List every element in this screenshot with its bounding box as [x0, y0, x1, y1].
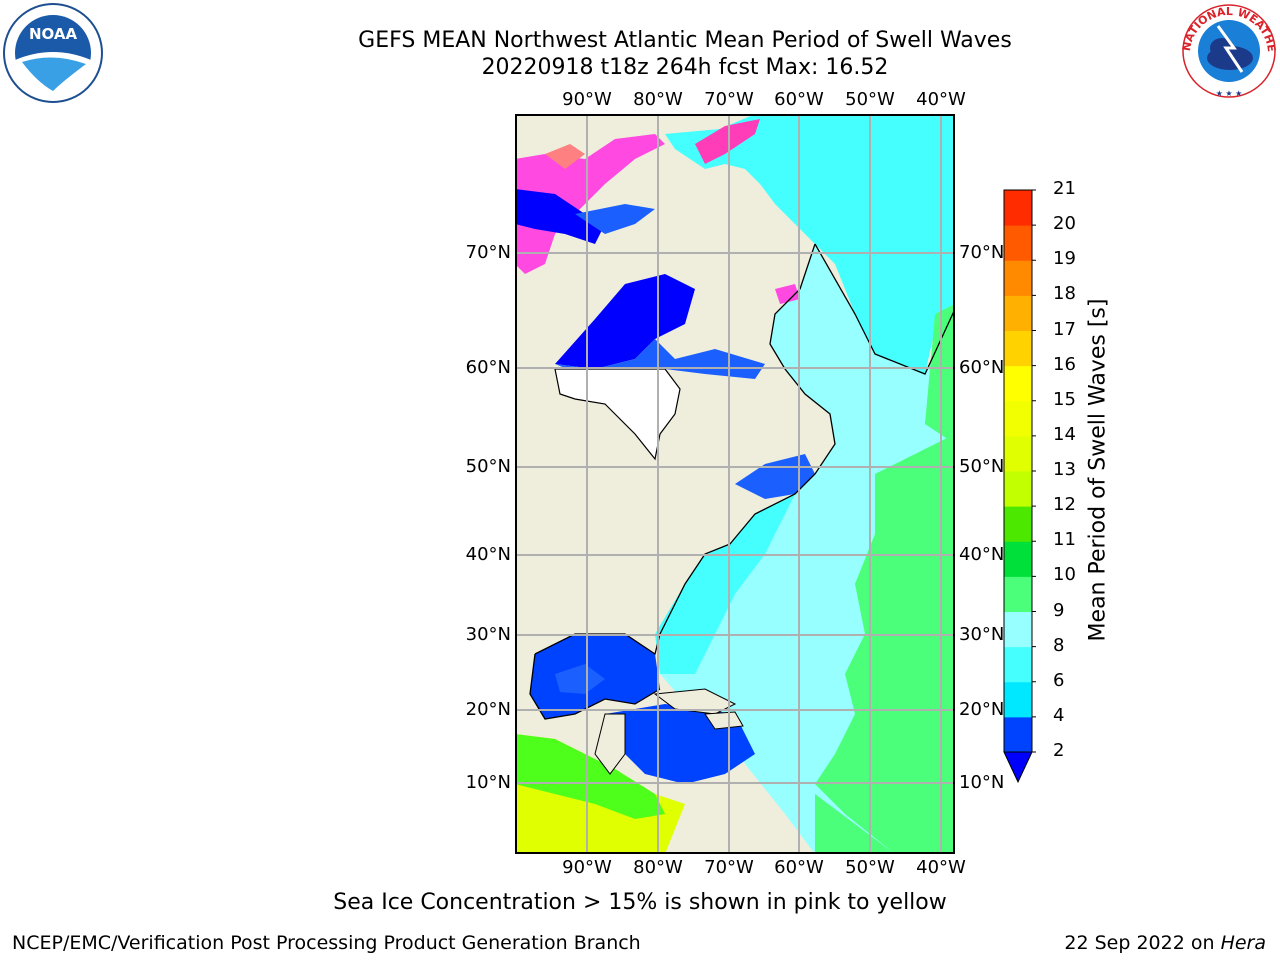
colorbar-tick-label: 11 — [1053, 529, 1076, 551]
lon-label-top: 70°W — [704, 89, 754, 110]
lat-label-left: 40°N — [465, 544, 511, 565]
footer-date-text: 22 Sep 2022 on — [1064, 932, 1221, 954]
colorbar-tick-label: 20 — [1053, 213, 1076, 235]
colorbar-bin — [1004, 541, 1032, 577]
lat-label-left: 20°N — [465, 699, 511, 720]
map-panel — [515, 114, 955, 854]
sea-ice-caption: Sea Ice Concentration > 15% is shown in … — [333, 890, 947, 915]
lon-label-top: 60°W — [774, 89, 824, 110]
colorbar-bin — [1004, 716, 1032, 753]
coastal-swell — [655, 494, 795, 674]
colorbar-bin — [1004, 646, 1032, 683]
colorbar-bin — [1004, 400, 1032, 437]
central-america-land — [594, 713, 626, 775]
colorbar — [1003, 189, 1036, 784]
colorbar-tick-label: 10 — [1053, 564, 1076, 586]
noaa-logo: NOAA — [3, 3, 103, 103]
lon-label-top: 90°W — [562, 89, 612, 110]
chart-title: GEFS MEAN Northwest Atlantic Mean Period… — [358, 28, 1012, 53]
colorbar-bin — [1004, 681, 1032, 718]
long-period-swell-patch — [815, 794, 895, 854]
colorbar-under-arrow — [1003, 751, 1033, 784]
colorbar-tick-label: 12 — [1053, 494, 1076, 516]
hispaniola-island — [704, 711, 744, 730]
colorbar-tick-label: 18 — [1053, 283, 1076, 305]
colorbar-label: Mean Period of Swell Waves [s] — [1085, 298, 1111, 642]
sea-ice — [775, 284, 800, 304]
colorbar-tick-label: 2 — [1053, 740, 1065, 761]
lat-label-right: 60°N — [959, 357, 1005, 378]
lon-label-bottom: 60°W — [774, 857, 824, 878]
long-period-swell-patch — [815, 434, 955, 854]
arctic-channel-swell — [515, 189, 605, 244]
colorbar-bin — [1004, 330, 1032, 367]
nws-logo: NATIONAL WEATHER SERVICE ★ ★ ★ — [1178, 2, 1278, 98]
sea-ice — [695, 119, 760, 164]
gulf-coastline — [529, 653, 661, 720]
colorbar-bin — [1004, 365, 1032, 402]
lon-label-bottom: 70°W — [704, 857, 754, 878]
lat-label-right: 10°N — [959, 772, 1005, 793]
footer-date: 22 Sep 2022 on Hera — [1064, 932, 1266, 954]
colorbar-tick-label: 8 — [1053, 634, 1065, 656]
lon-label-top: 40°W — [916, 89, 966, 110]
lon-label-bottom: 80°W — [633, 857, 683, 878]
colorbar-bin — [1004, 295, 1032, 331]
colorbar-tick-label: 15 — [1053, 388, 1076, 410]
svg-text:★ ★ ★: ★ ★ ★ — [1216, 89, 1243, 98]
colorbar-bin — [1004, 190, 1032, 226]
lon-label-top: 50°W — [845, 89, 895, 110]
chart-subtitle: 20220918 t18z 264h fcst Max: 16.52 — [481, 55, 889, 80]
noaa-logo-text: NOAA — [29, 25, 78, 43]
colorbar-bin — [1004, 506, 1032, 542]
colorbar-tick-label: 16 — [1053, 353, 1076, 375]
lat-label-left: 10°N — [465, 772, 511, 793]
arctic-channel-swell — [575, 204, 655, 234]
lat-label-left: 30°N — [465, 624, 511, 645]
lon-label-bottom: 50°W — [845, 857, 895, 878]
sea-ice — [545, 144, 585, 169]
lon-label-bottom: 90°W — [562, 857, 612, 878]
colorbar-tick-label: 17 — [1053, 318, 1076, 340]
arctic-channel-swell — [665, 114, 955, 374]
colorbar-bin — [1004, 435, 1032, 472]
hudson-bay-swell — [555, 274, 695, 369]
lat-label-right: 30°N — [959, 624, 1005, 645]
colorbar-bin — [1004, 471, 1032, 507]
colorbar-bin — [1004, 576, 1032, 612]
greenland-coastline — [814, 243, 955, 375]
colorbar-tick-label: 14 — [1053, 423, 1076, 445]
graticule — [515, 114, 955, 854]
lat-label-right: 50°N — [959, 456, 1005, 477]
gulf-inner-swell — [555, 664, 605, 694]
colorbar-tick-label: 4 — [1053, 704, 1065, 726]
footer-host: Hera — [1220, 932, 1266, 954]
lat-label-right: 40°N — [959, 544, 1005, 565]
lon-label-top: 80°W — [633, 89, 683, 110]
lat-label-left: 50°N — [465, 456, 511, 477]
lat-label-left: 60°N — [465, 357, 511, 378]
map-frame — [515, 114, 955, 854]
colorbar-tick-label: 6 — [1053, 669, 1065, 691]
colorbar-bin — [1004, 611, 1032, 648]
lat-label-right: 70°N — [959, 242, 1005, 263]
footer-branch: NCEP/EMC/Verification Post Processing Pr… — [12, 932, 641, 954]
lat-label-right: 20°N — [959, 699, 1005, 720]
south-america-land-swell — [515, 734, 665, 819]
colorbar-tick-label: 9 — [1053, 599, 1065, 621]
sea-ice — [515, 134, 665, 274]
st-lawrence-swell — [735, 454, 815, 499]
lat-label-left: 70°N — [465, 242, 511, 263]
colorbar-tick-label: 13 — [1053, 459, 1076, 480]
lon-label-bottom: 40°W — [916, 857, 966, 878]
colorbar-bin — [1004, 225, 1032, 261]
atlantic-coastline — [534, 243, 836, 656]
colorbar-tick-label: 19 — [1053, 248, 1076, 270]
colorbar-tick-label: 21 — [1053, 178, 1076, 199]
colorbar-bin — [1004, 260, 1032, 296]
